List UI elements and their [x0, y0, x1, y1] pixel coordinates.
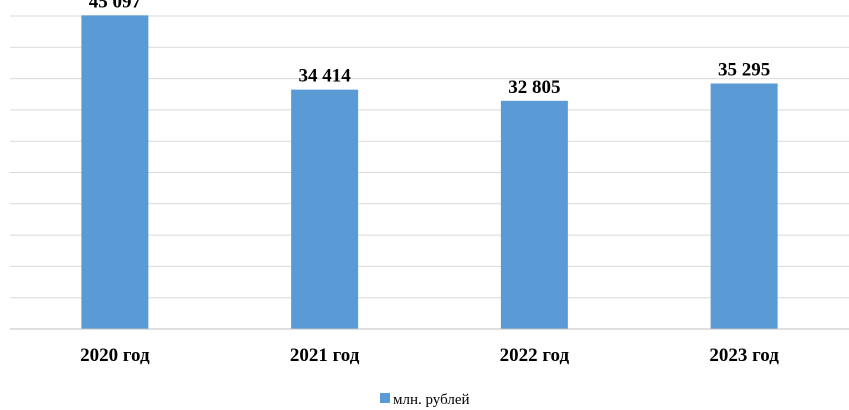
- data-label-3: 32 805: [508, 77, 560, 98]
- bar-2: [291, 89, 359, 330]
- x-tick-label-1: 2020 год: [80, 345, 150, 366]
- grid-layer: [10, 15, 849, 299]
- legend: млн. рублей: [380, 392, 470, 408]
- bar-1: [81, 15, 149, 329]
- x-tick-layer: 2020 год 2021 год 2022 год 2023 год: [80, 345, 779, 366]
- bar-layer: [81, 15, 778, 330]
- data-label-layer: 45 097 34 414 32 805 35 295: [89, 0, 771, 98]
- x-tick-label-3: 2022 год: [500, 345, 570, 366]
- legend-swatch: [380, 393, 390, 403]
- x-tick-label-4: 2023 год: [709, 345, 779, 366]
- data-label-1: 45 097: [89, 0, 142, 12]
- legend-label: млн. рублей: [393, 392, 470, 408]
- x-tick-label-2: 2021 год: [290, 345, 360, 366]
- data-label-4: 35 295: [718, 60, 770, 81]
- data-label-2: 34 414: [299, 66, 352, 87]
- bar-3: [500, 100, 568, 329]
- bar-4: [710, 83, 778, 330]
